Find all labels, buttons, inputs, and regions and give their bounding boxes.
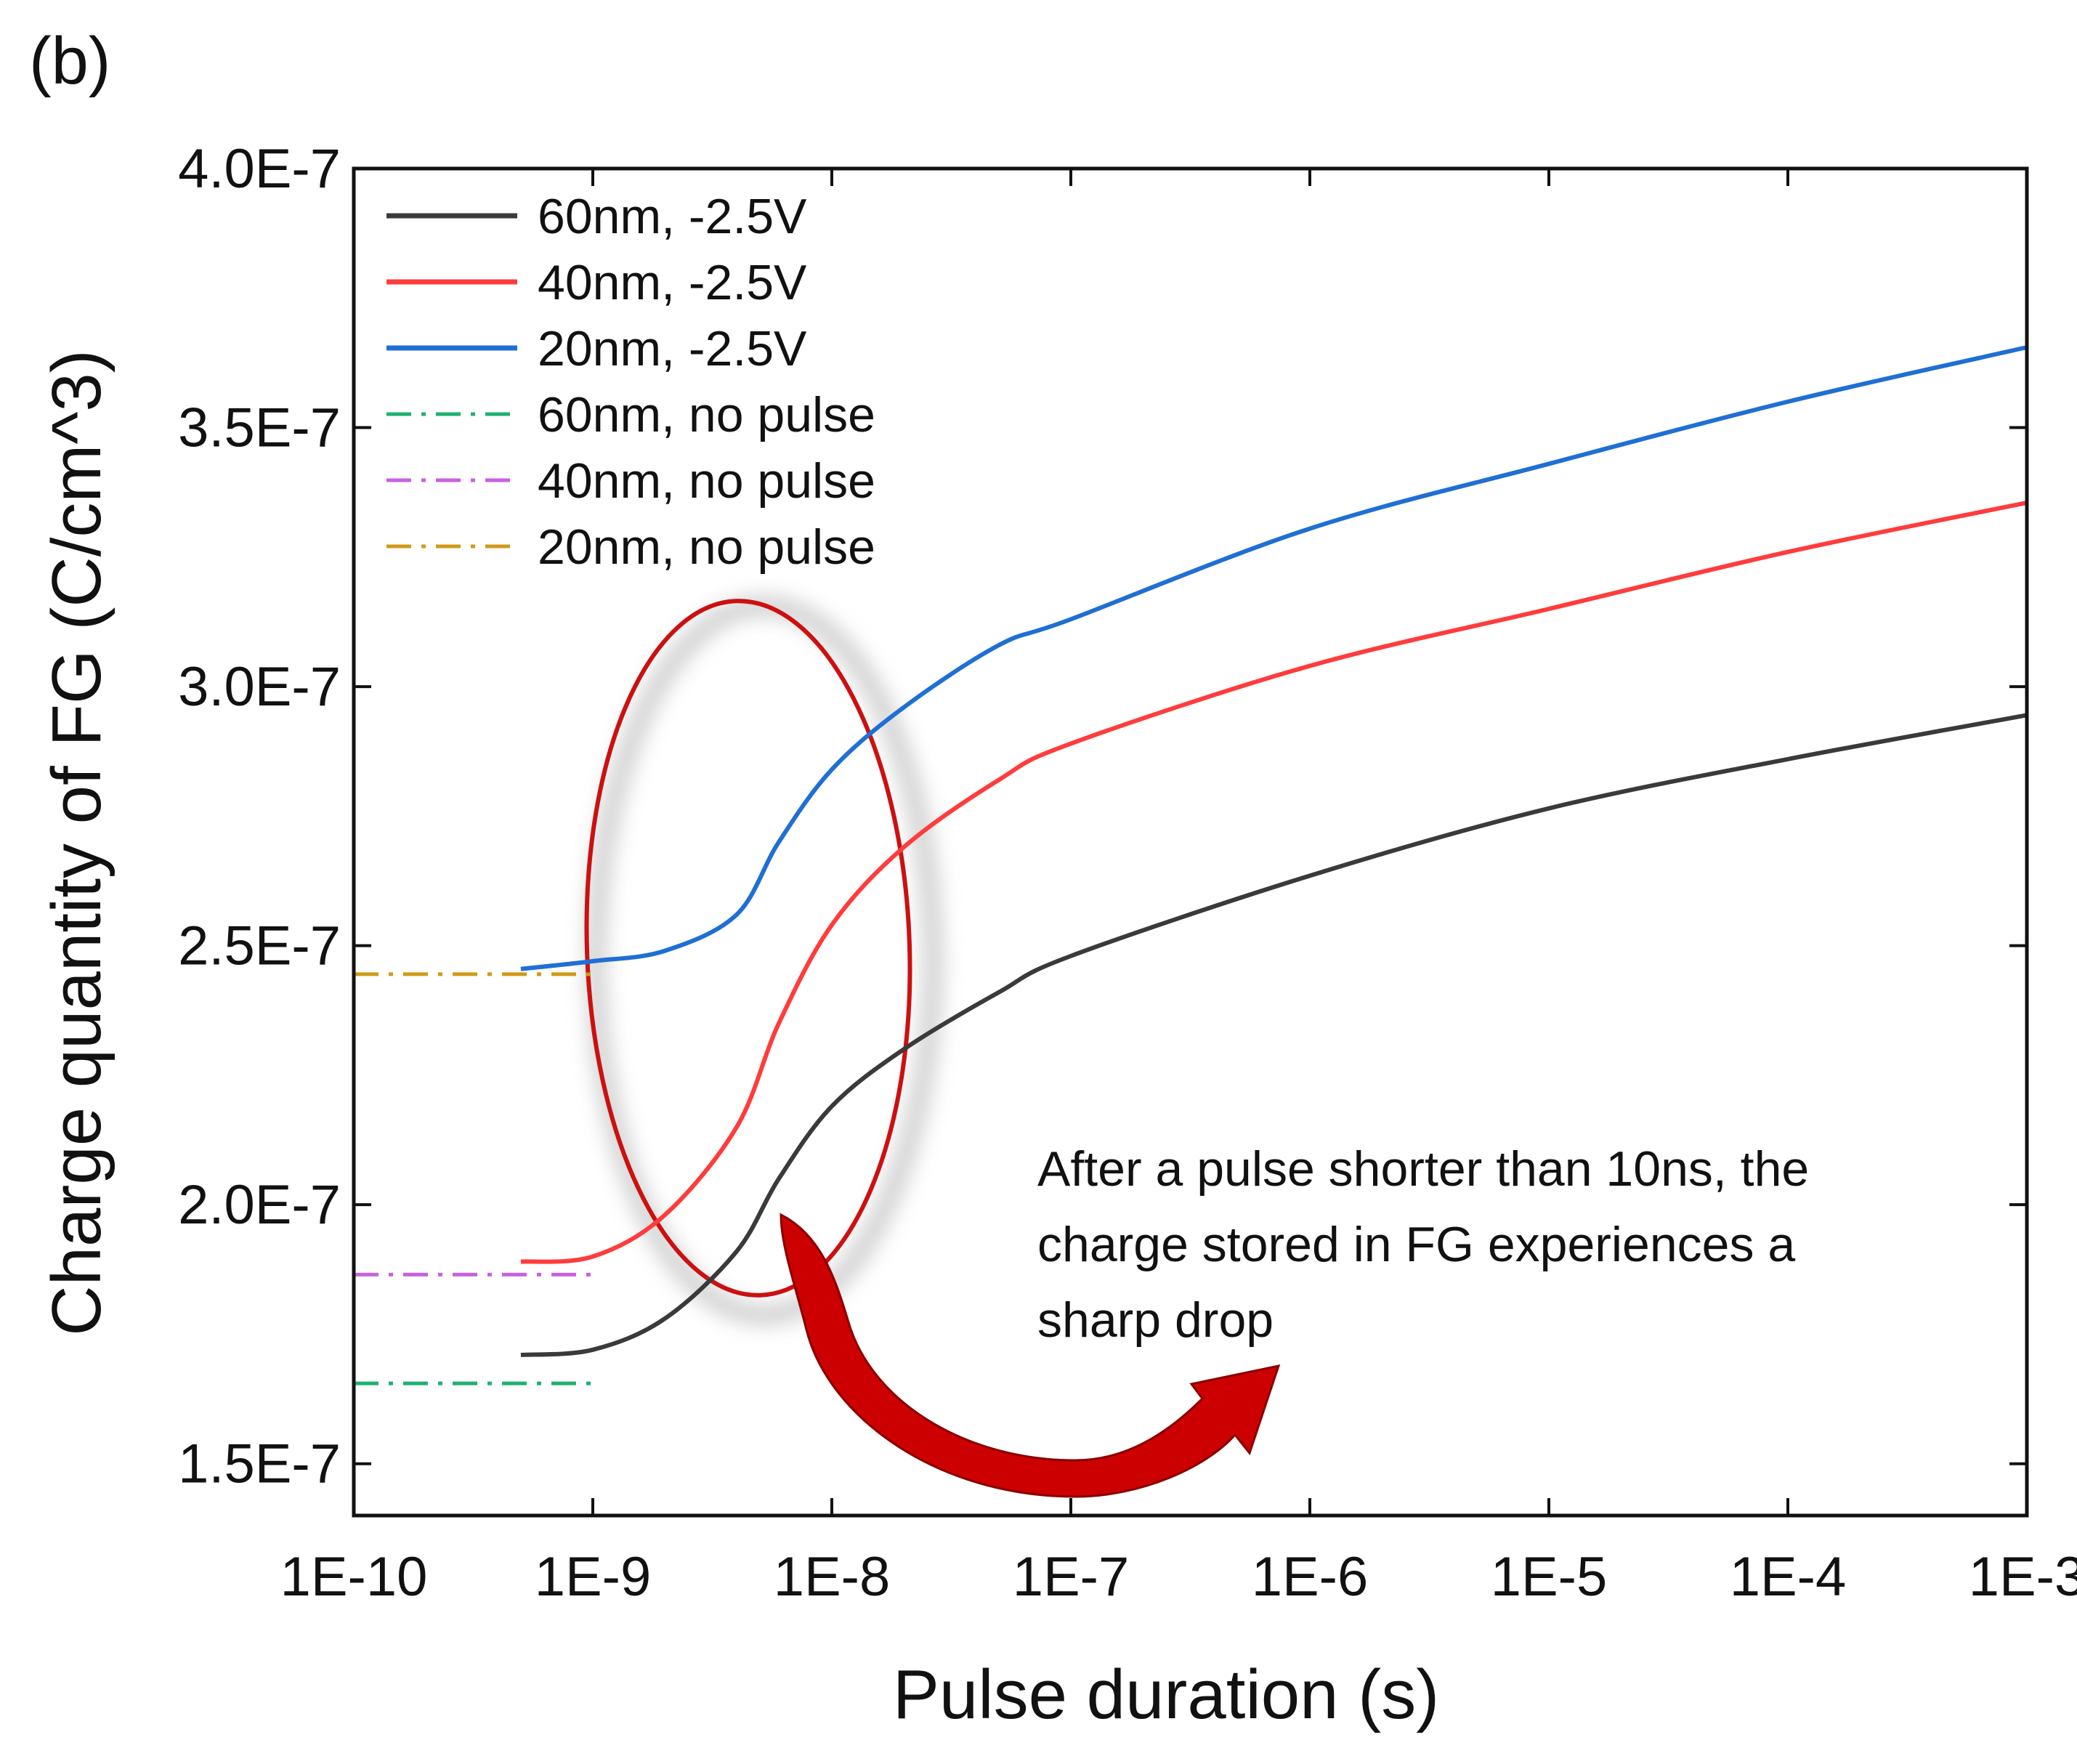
annotation-line-1: After a pulse shorter than 10ns, the xyxy=(1037,1141,1809,1197)
plot-frame xyxy=(352,166,2029,1518)
legend-label: 60nm, no pulse xyxy=(538,387,875,442)
legend: 60nm, -2.5V 40nm, -2.5V 20nm, -2.5V 60nm, n… xyxy=(386,189,875,575)
x-tick-label: 1E-9 xyxy=(535,1546,652,1608)
x-tick-label: 1E-8 xyxy=(774,1546,891,1608)
legend-label: 40nm, -2.5V xyxy=(538,255,807,310)
y-axis-title: Charge quantity of FG (C/cm^3) xyxy=(38,349,116,1336)
series-line xyxy=(520,345,2028,971)
y-tick-label: 2.0E-7 xyxy=(178,1174,341,1236)
y-tick-label: 3.5E-7 xyxy=(178,397,341,459)
x-tick-label: 1E-10 xyxy=(280,1546,428,1608)
x-tick-label: 1E-3 xyxy=(1969,1546,2077,1608)
y-tick-label: 2.5E-7 xyxy=(178,915,341,977)
x-tick-label: 1E-5 xyxy=(1491,1546,1608,1608)
legend-label: 40nm, no pulse xyxy=(538,453,875,509)
ellipse-outline xyxy=(584,599,912,1298)
y-tick-label: 4.0E-7 xyxy=(178,138,341,200)
panel-label: (b) xyxy=(29,24,110,98)
axis-ticks: 1E-10 1E-9 1E-8 1E-7 1E-6 1E-5 1E-4 1E-3 1.5E-7 2… xyxy=(178,138,2077,1608)
x-tick-label: 1E-7 xyxy=(1013,1546,1130,1608)
series-line xyxy=(520,713,2028,1357)
annotation-line-2: charge stored in FG experiences a xyxy=(1037,1217,1795,1272)
legend-label: 60nm, -2.5V xyxy=(538,189,807,244)
y-tick-label: 1.5E-7 xyxy=(178,1433,341,1495)
legend-label: 20nm, no pulse xyxy=(538,519,875,575)
x-tick-label: 1E-6 xyxy=(1252,1546,1369,1608)
annotation-arrow xyxy=(780,1213,1281,1498)
series-line xyxy=(520,500,2028,1264)
y-tick-label: 3.0E-7 xyxy=(178,656,341,718)
x-tick-label: 1E-4 xyxy=(1730,1546,1847,1608)
x-axis-title: Pulse duration (s) xyxy=(893,1656,1439,1733)
annotation-line-3: sharp drop xyxy=(1037,1292,1274,1348)
annotation: After a pulse shorter than 10ns, the cha… xyxy=(1037,1141,1809,1348)
legend-label: 20nm, -2.5V xyxy=(538,321,807,376)
plot-series xyxy=(354,345,2028,1385)
highlight-ellipse xyxy=(584,596,942,1324)
arrow-shape xyxy=(780,1213,1281,1498)
